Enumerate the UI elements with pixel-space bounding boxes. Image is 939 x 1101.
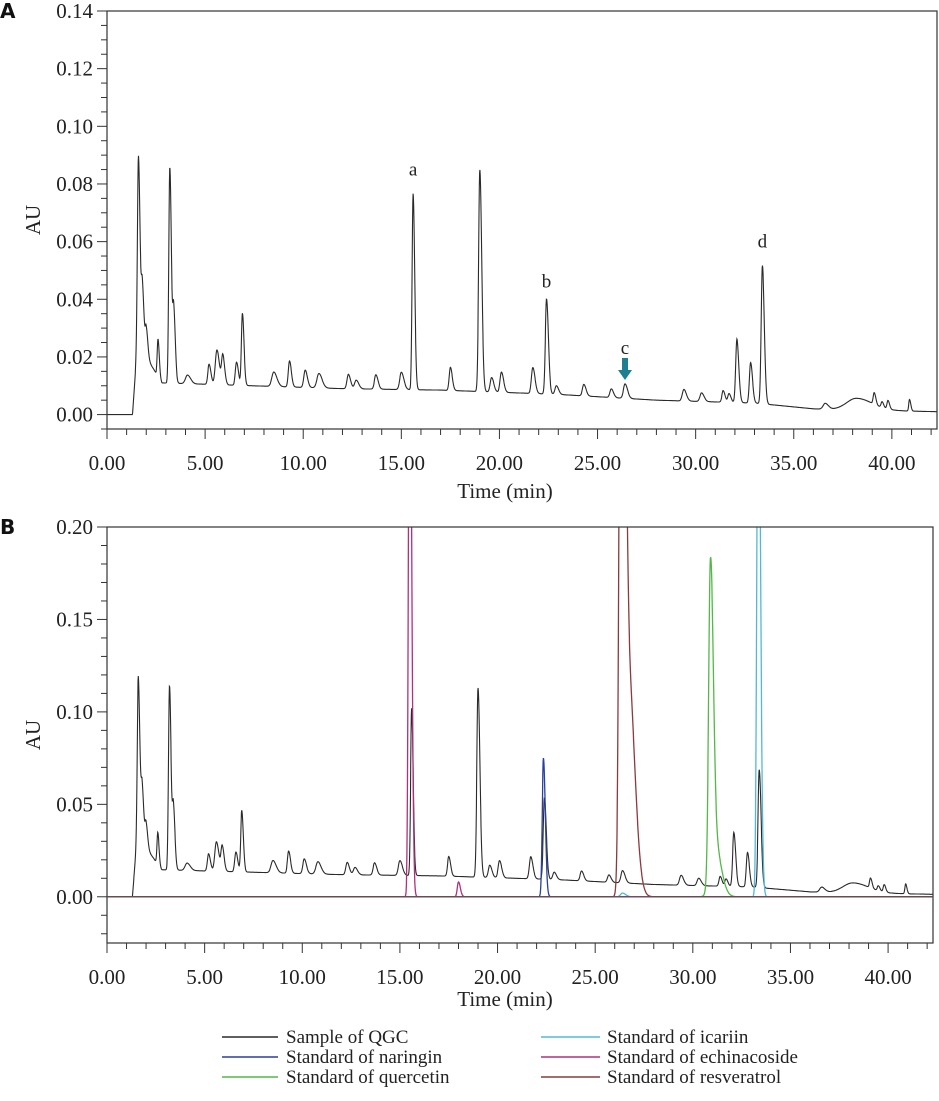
panel-a-label: A — [0, 0, 16, 23]
legend-label-echinacoside: Standard of echinacoside — [607, 1047, 798, 1068]
y-tick-label: 0.14 — [56, 0, 93, 23]
x-tick-label: 0.00 — [89, 965, 126, 989]
x-tick-label: 15.00 — [376, 965, 423, 989]
y-tick-label: 0.06 — [56, 230, 93, 254]
legend-label-sample-qgc: Sample of QGC — [286, 1027, 408, 1048]
x-tick-label: 30.00 — [669, 965, 716, 989]
panel-a-x-axis-title: Time (min) — [457, 479, 552, 503]
x-tick-label: 20.00 — [476, 451, 523, 475]
panel-a-y-axis-title: AU — [21, 205, 45, 235]
x-tick-label: 25.00 — [572, 965, 619, 989]
legend-label-icariin: Standard of icariin — [607, 1027, 749, 1048]
x-tick-label: 10.00 — [280, 451, 327, 475]
y-tick-label: 0.00 — [56, 885, 93, 909]
peak-label-a: a — [409, 159, 418, 180]
peak-label-c: c — [621, 338, 629, 359]
y-tick-label: 0.04 — [56, 287, 93, 311]
legend-label-resveratrol: Standard of resveratrol — [607, 1067, 781, 1088]
y-tick-label: 0.10 — [56, 114, 93, 138]
x-tick-label: 5.00 — [187, 451, 224, 475]
y-tick-label: 0.00 — [56, 403, 93, 427]
x-tick-label: 40.00 — [864, 965, 911, 989]
y-tick-label: 0.10 — [56, 700, 93, 724]
panel-a-series — [107, 155, 937, 416]
x-tick-label: 0.00 — [89, 451, 126, 475]
x-tick-label: 30.00 — [672, 451, 719, 475]
y-tick-label: 0.20 — [56, 515, 93, 539]
series-line-sample-of-qgc — [107, 675, 933, 898]
series-line-sample-of-qgc — [107, 155, 937, 416]
y-tick-label: 0.08 — [56, 172, 93, 196]
series-line-standard-of-quercetin — [107, 556, 933, 898]
x-tick-label: 20.00 — [474, 965, 521, 989]
panel-b-label: B — [0, 515, 15, 539]
legend-label-quercetin: Standard of quercetin — [286, 1067, 450, 1088]
x-tick-label: 10.00 — [279, 965, 326, 989]
y-tick-label: 0.02 — [56, 345, 93, 369]
plot-frame — [106, 526, 934, 944]
series-line-standard-of-naringin — [107, 757, 933, 898]
x-tick-label: 15.00 — [378, 451, 425, 475]
panel-b-y-axis-title: AU — [21, 720, 45, 750]
arrow-down-icon — [618, 358, 633, 381]
series-line-standard-of-resveratrol — [107, 527, 933, 898]
series-line-standard-of-icariin — [107, 527, 933, 898]
peak-label-d: d — [758, 231, 768, 252]
panel-b: B AU Time (min) 0.00 0.05 0.10 0.15 0.20 0.00… — [0, 515, 934, 1011]
panel-a: A AU Time (min) 0.00 0.02 0.04 0.06 0.08 0.10… — [0, 0, 938, 503]
x-tick-label: 5.00 — [186, 965, 223, 989]
x-tick-label: 40.00 — [868, 451, 915, 475]
y-tick-label: 0.12 — [56, 57, 93, 81]
series-line-standard-of-echinacoside — [107, 527, 933, 898]
x-tick-label: 25.00 — [574, 451, 621, 475]
legend: Sample of QGC Standard of naringin Stand… — [222, 1027, 798, 1088]
x-tick-label: 35.00 — [767, 965, 814, 989]
plot-frame — [106, 10, 938, 430]
peak-label-b: b — [542, 272, 552, 293]
legend-label-naringin: Standard of naringin — [286, 1047, 443, 1068]
y-tick-label: 0.05 — [56, 792, 93, 816]
panel-b-series — [107, 527, 933, 898]
y-tick-label: 0.15 — [56, 607, 93, 631]
panel-b-x-axis-title: Time (min) — [457, 987, 552, 1011]
x-tick-label: 35.00 — [770, 451, 817, 475]
